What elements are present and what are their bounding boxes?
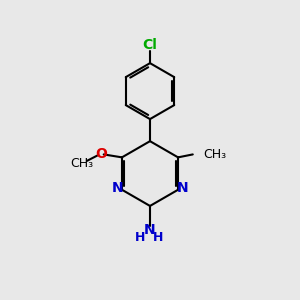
Text: N: N bbox=[177, 181, 189, 195]
Text: Cl: Cl bbox=[142, 38, 158, 52]
Text: N: N bbox=[144, 223, 156, 236]
Text: H: H bbox=[153, 231, 164, 244]
Text: CH₃: CH₃ bbox=[203, 148, 226, 161]
Text: CH₃: CH₃ bbox=[70, 157, 93, 170]
Text: H: H bbox=[134, 231, 145, 244]
Text: N: N bbox=[111, 181, 123, 195]
Text: O: O bbox=[95, 147, 107, 161]
